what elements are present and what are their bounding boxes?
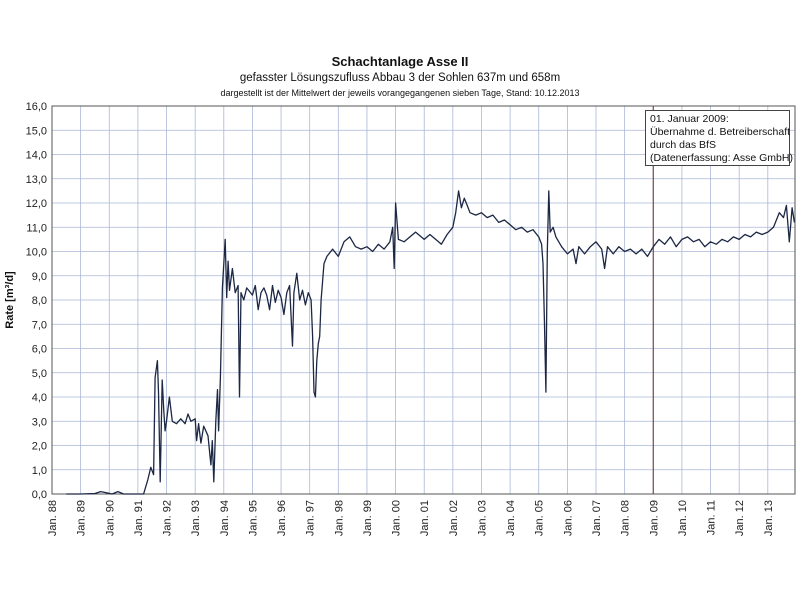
annotation-line: 01. Januar 2009: [650,113,729,125]
x-tick-label: Jan. 96 [276,500,288,536]
y-tick-label: 12,0 [26,198,47,210]
grid [51,105,795,495]
x-tick-label: Jan. 95 [247,500,259,536]
x-tick-label: Jan. 97 [305,500,317,536]
x-tick-label: Jan. 04 [505,500,517,536]
y-axis: 0,0 1,0 2,0 3,0 4,0 5,0 6,0 7,0 8,0 9,0 10,0 11,0 12… [26,101,47,501]
chart-subtitle: gefasster Lösungszufluss Abbau 3 der Soh… [239,72,561,84]
y-tick-label: 16,0 [26,101,47,113]
x-tick-label: Jan. 12 [734,500,746,536]
x-tick-label: Jan. 11 [706,500,718,535]
y-tick-label: 0,0 [32,489,47,501]
x-tick-label: Jan. 90 [104,500,116,536]
y-tick-label: 3,0 [32,416,47,428]
y-tick-label: 1,0 [32,465,47,477]
x-tick-label: Jan. 01 [419,500,431,536]
y-axis-label: Rate [m³/d] [4,271,16,329]
annotation-line: Übernahme d. Betreiberschaft [650,126,791,138]
y-tick-label: 11,0 [26,222,47,234]
x-tick-label: Jan. 00 [391,500,403,536]
x-tick-label: Jan. 88 [47,500,59,536]
chart-title: Schachtanlage Asse II [331,54,469,69]
y-tick-label: 9,0 [32,271,47,283]
x-tick-label: Jan. 06 [562,500,574,536]
y-tick-label: 2,0 [32,441,47,453]
y-tick-label: 15,0 [26,125,47,137]
annotation-box: 01. Januar 2009: Übernahme d. Betreibers… [645,110,793,166]
chart-note: dargestellt ist der Mittelwert der jewei… [220,88,580,98]
x-tick-label: Jan. 93 [190,500,202,536]
x-tick-label: Jan. 92 [162,500,174,536]
y-tick-label: 8,0 [32,295,47,307]
x-tick-label: Jan. 94 [219,500,231,536]
x-tick-label: Jan. 89 [76,500,88,536]
annotation-line: durch das BfS [650,139,716,151]
x-tick-label: Jan. 09 [648,500,660,536]
series-line [66,190,796,495]
x-tick-label: Jan. 02 [448,500,460,536]
x-tick-label: Jan. 13 [763,500,775,536]
y-tick-label: 7,0 [32,319,47,331]
annotation-line: (Datenerfassung: Asse GmbH) [650,152,793,164]
x-tick-label: Jan. 03 [476,500,488,536]
x-axis: Jan. 88 Jan. 89 Jan. 90 Jan. 91 Jan. 92 Jan. … [47,500,775,536]
x-tick-label: Jan. 99 [362,500,374,536]
x-tick-label: Jan. 05 [534,500,546,536]
y-tick-label: 5,0 [32,368,47,380]
y-tick-label: 4,0 [32,392,47,404]
y-tick-label: 13,0 [26,174,47,186]
x-tick-label: Jan. 98 [333,500,345,536]
plot-frame [51,105,796,495]
x-tick-label: Jan. 08 [620,500,632,536]
y-tick-label: 10,0 [26,247,47,259]
x-tick-label: Jan. 07 [591,500,603,536]
y-tick-label: 6,0 [32,344,47,356]
y-tick-label: 14,0 [26,150,47,162]
x-tick-label: Jan. 10 [677,500,689,536]
x-tick-label: Jan. 91 [133,500,145,536]
